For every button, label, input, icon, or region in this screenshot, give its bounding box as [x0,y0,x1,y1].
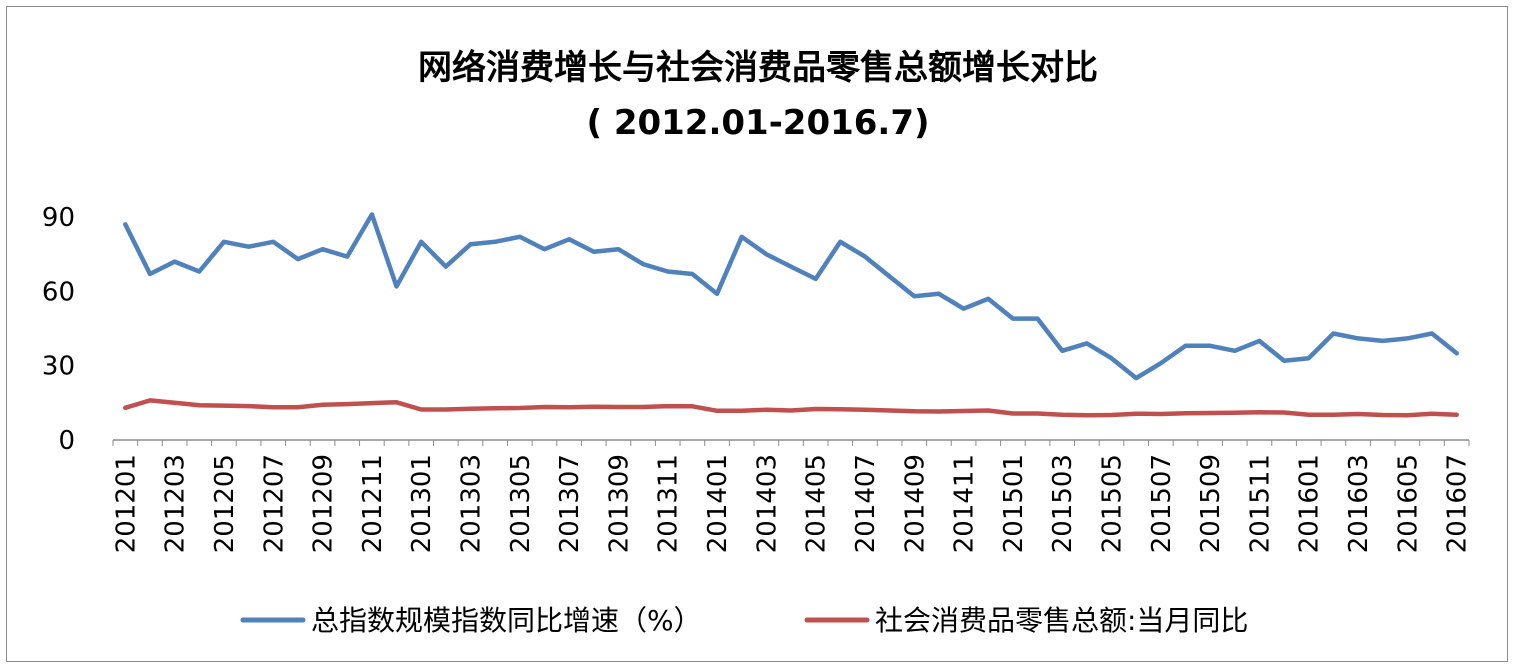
x-tick-label: 201303 [456,454,486,553]
y-tick-label: 90 [42,203,75,233]
x-tick-label: 201203 [161,454,191,553]
y-tick-label: 30 [42,352,75,382]
x-tick-label: 201603 [1344,454,1374,553]
x-tick-label: 201605 [1393,454,1423,553]
chart-title: 网络消费增长与社会消费品零售总额增长对比 [418,48,1098,88]
x-tick-label: 201601 [1295,454,1325,553]
x-tick-label: 201301 [407,454,437,553]
x-tick-label: 201409 [900,454,930,553]
x-axis: 201201 201203 201205 201207 201209 201211 2013… [111,440,1473,553]
x-tick-label: 201309 [604,454,634,553]
plot-area [123,212,1459,418]
x-tick-label: 201201 [111,454,141,553]
x-tick-label: 201211 [358,454,388,553]
legend-label-2: 社会消费品零售总额:当月同比 [875,604,1248,637]
x-tick-label: 201411 [950,454,980,553]
x-tick-label: 201507 [1147,454,1177,553]
series-line-2 [123,398,1459,418]
x-tick-label: 201401 [703,454,733,553]
x-tick-label: 201407 [851,454,881,553]
x-tick-label: 201505 [1098,454,1128,553]
x-tick-label: 201607 [1443,454,1473,553]
x-tick-label: 201209 [309,454,339,553]
x-tick-label: 201501 [999,454,1029,553]
x-tick-label: 201305 [506,454,536,553]
line-chart: 网络消费增长与社会消费品零售总额增长对比 ( 2012.01-2016.7) 0… [42,48,1473,637]
y-axis: 0 30 60 90 [42,203,75,456]
series-line-1 [123,212,1459,381]
x-tick-label: 201509 [1196,454,1226,553]
x-tick-label: 201405 [802,454,832,553]
x-tick-label: 201311 [654,454,684,553]
x-tick-label: 201403 [752,454,782,553]
x-tick-label: 201205 [210,454,240,553]
y-tick-label: 0 [58,426,75,456]
x-tick-label: 201307 [555,454,585,553]
x-tick-label: 201207 [259,454,289,553]
chart-subtitle: ( 2012.01-2016.7) [586,103,929,143]
x-tick-label: 201511 [1245,454,1275,553]
chart-frame: 网络消费增长与社会消费品零售总额增长对比 ( 2012.01-2016.7) 0… [6,6,1508,662]
x-tick-label: 201503 [1048,454,1078,553]
legend: 总指数规模指数同比增速（%） 社会消费品零售总额:当月同比 [240,604,1248,637]
legend-label-1: 总指数规模指数同比增速（%） [311,604,702,637]
y-tick-label: 60 [42,277,75,307]
